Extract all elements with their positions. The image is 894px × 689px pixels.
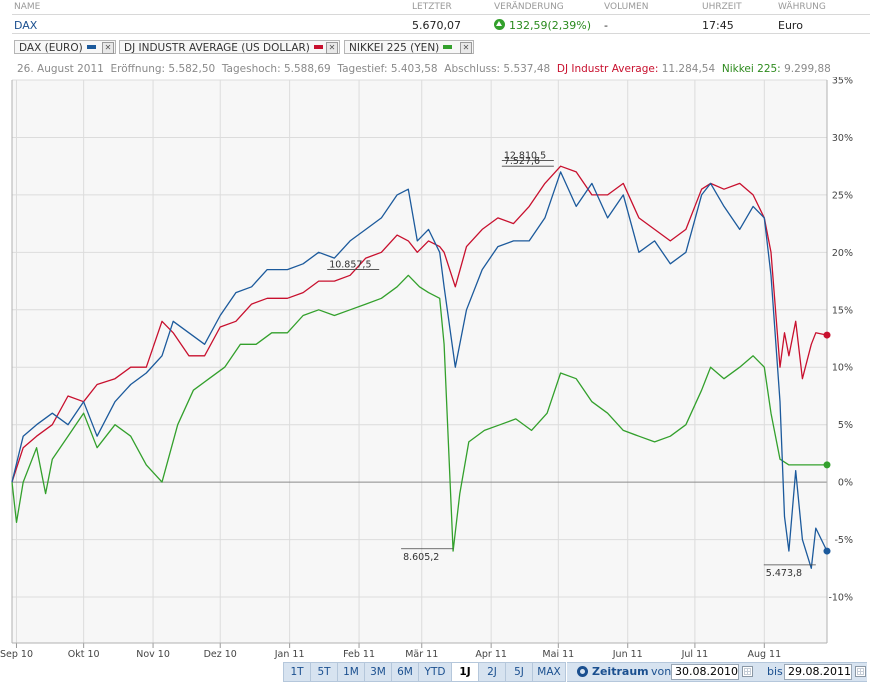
col-change-header: VERÄNDERUNG	[494, 2, 564, 12]
x-tick-label: Mai 11	[542, 649, 574, 659]
range-button-6m[interactable]: 6M	[391, 662, 419, 682]
info-open-label: Eröffnung:	[110, 63, 166, 75]
legend-chip-nikkei[interactable]: NIKKEI 225 (YEN) ✕	[344, 40, 474, 54]
series-end-marker-nikkei	[823, 461, 831, 469]
col-name-header: NAME	[14, 2, 41, 12]
y-tick-label: -10%	[828, 593, 853, 604]
header-divider	[12, 14, 870, 15]
comparison-chart[interactable]: Sep 10 Okt 10 Nov 10 Dez 10 Jan 11 Feb 11 Mär …	[0, 77, 894, 659]
y-tick-label: 10%	[832, 363, 853, 374]
series-end-marker-dj	[823, 331, 831, 339]
row-volume-value: -	[604, 19, 608, 32]
x-tick-label: Dez 10	[204, 649, 237, 659]
legend-label-dj: DJ INDUSTR AVERAGE (US DOLLAR)	[124, 42, 310, 54]
legend-chip-dax[interactable]: DAX (EURO) ✕	[14, 40, 116, 54]
row-divider	[12, 33, 870, 34]
range-button-1m[interactable]: 1M	[337, 662, 365, 682]
info-line: 26. August 2011 Eröffnung: 5.582,50 Tage…	[17, 63, 831, 75]
legend-chip-dj[interactable]: DJ INDUSTR AVERAGE (US DOLLAR) ✕	[119, 40, 340, 54]
from-calendar-icon[interactable]	[742, 666, 753, 677]
y-tick-label: 0%	[838, 478, 853, 489]
range-button-5j[interactable]: 5J	[505, 662, 533, 682]
info-dj-label: DJ Industr Average:	[556, 63, 659, 75]
y-tick-label: 30%	[832, 133, 853, 144]
info-date: 26. August 2011	[17, 63, 104, 75]
info-close-label: Abschluss:	[444, 63, 501, 75]
y-tick-label: 20%	[832, 248, 853, 259]
to-date-input[interactable]: 29.08.2011	[784, 664, 852, 680]
x-tick-label: Aug 11	[747, 649, 781, 659]
info-close: 5.537,48	[503, 63, 551, 75]
remove-dj-icon[interactable]: ✕	[326, 42, 338, 54]
x-tick-label: Jan 11	[274, 649, 305, 659]
col-volume-header: VOLUMEN	[604, 2, 649, 12]
info-low-label: Tagestief:	[337, 63, 388, 75]
x-tick-label: Nov 10	[136, 649, 170, 659]
x-tick-label: Apr 11	[475, 649, 507, 659]
legend-label-dax: DAX (EURO)	[19, 42, 83, 54]
col-currency-header: WÄHRUNG	[778, 2, 826, 12]
col-time-header: UHRZEIT	[702, 2, 742, 12]
arrow-up-icon	[494, 19, 505, 30]
legend-swatch-dax	[86, 45, 96, 49]
series-line-nikkei	[11, 274, 827, 552]
y-tick-label: 25%	[832, 190, 853, 201]
legend-label-nikkei: NIKKEI 225 (YEN)	[349, 42, 440, 54]
info-nikkei-label: Nikkei 225:	[721, 63, 781, 75]
x-tick-label: Sep 10	[0, 649, 33, 659]
col-last-header: LETZTER	[412, 2, 452, 12]
bis-label: bis	[767, 665, 783, 678]
row-currency-value: Euro	[778, 19, 803, 32]
range-button-1j[interactable]: 1J	[451, 662, 479, 682]
to-calendar-icon[interactable]	[855, 666, 866, 677]
y-tick-label: 35%	[832, 77, 853, 87]
y-tick-label: 15%	[832, 305, 853, 316]
annotation-label: 5.473,8	[766, 568, 802, 579]
series-line-dax	[11, 171, 828, 569]
row-last-value: 5.670,07	[412, 19, 461, 32]
annotation-label: 10.857,5	[329, 260, 371, 271]
remove-nikkei-icon[interactable]: ✕	[460, 42, 472, 54]
legend-swatch-dj	[313, 45, 323, 49]
x-tick-label: Feb 11	[343, 649, 375, 659]
range-button-2j[interactable]: 2J	[478, 662, 506, 682]
von-label: von	[651, 665, 672, 678]
y-tick-label: 5%	[838, 420, 853, 431]
range-button-1t[interactable]: 1T	[283, 662, 311, 682]
x-tick-label: Okt 10	[68, 649, 100, 659]
range-button-5t[interactable]: 5T	[310, 662, 338, 682]
annotation-label: 8.605,2	[403, 552, 439, 563]
info-dj: 11.284,54	[661, 63, 716, 75]
remove-dax-icon[interactable]: ✕	[102, 42, 114, 54]
legend-swatch-nikkei	[443, 45, 453, 49]
info-high-label: Tageshoch:	[221, 63, 281, 75]
annotation-label: 7.527,6	[504, 156, 540, 167]
range-button-3m[interactable]: 3M	[364, 662, 392, 682]
row-name-link[interactable]: DAX	[14, 19, 38, 32]
info-open: 5.582,50	[168, 63, 216, 75]
zeitraum-label: Zeitraum	[592, 665, 649, 678]
x-tick-label: Jul 11	[681, 649, 709, 659]
series-end-marker-dax	[823, 547, 831, 555]
settings-gear-icon[interactable]	[577, 666, 588, 677]
row-change-text: 132,59(2,39%)	[509, 19, 592, 32]
info-low: 5.403,58	[390, 63, 438, 75]
from-date-input[interactable]: 30.08.2010	[671, 664, 739, 680]
info-nikkei: 9.299,88	[784, 63, 831, 75]
x-tick-label: Jun 11	[612, 649, 643, 659]
info-high: 5.588,69	[283, 63, 331, 75]
y-tick-label: -5%	[835, 535, 854, 546]
series-line-dj	[11, 165, 828, 483]
range-button-max[interactable]: MAX	[532, 662, 566, 682]
x-tick-label: Mär 11	[405, 649, 438, 659]
range-button-ytd[interactable]: YTD	[418, 662, 452, 682]
row-change-value: 132,59(2,39%)	[494, 19, 591, 32]
annotation-label: 12.810,5	[504, 150, 546, 161]
row-time-value: 17:45	[702, 19, 734, 32]
